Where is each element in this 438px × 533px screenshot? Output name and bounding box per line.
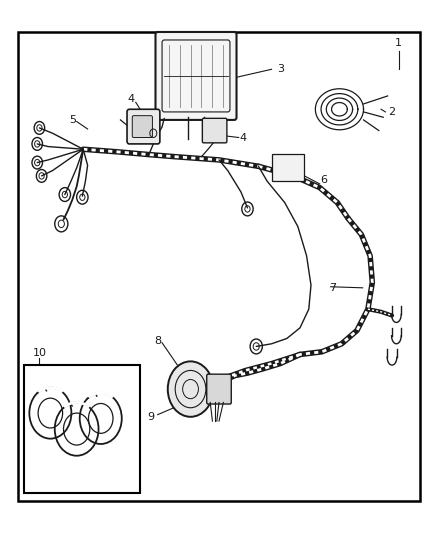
Text: 6: 6 xyxy=(321,175,328,185)
Text: 3: 3 xyxy=(277,64,284,74)
Circle shape xyxy=(168,361,213,417)
FancyBboxPatch shape xyxy=(207,374,231,404)
FancyBboxPatch shape xyxy=(202,118,227,143)
Text: 4: 4 xyxy=(128,94,135,103)
Text: 4: 4 xyxy=(240,133,247,142)
Text: 5: 5 xyxy=(69,115,76,125)
Bar xyxy=(18,32,420,501)
Text: 8: 8 xyxy=(154,336,161,346)
Text: 10: 10 xyxy=(32,349,46,358)
FancyBboxPatch shape xyxy=(155,32,237,120)
FancyBboxPatch shape xyxy=(132,116,152,138)
Text: 9: 9 xyxy=(148,412,155,422)
FancyBboxPatch shape xyxy=(127,109,160,144)
Text: 1: 1 xyxy=(395,38,402,47)
Bar xyxy=(24,365,140,493)
Bar xyxy=(272,154,304,181)
Text: 7: 7 xyxy=(329,283,336,293)
Text: 2: 2 xyxy=(389,107,396,117)
